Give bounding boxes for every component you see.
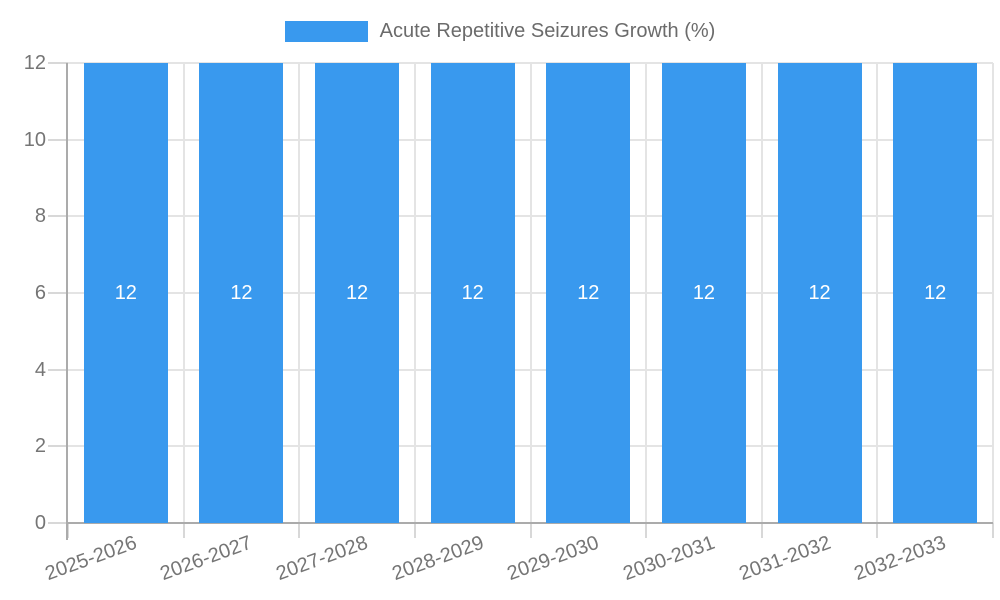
- bar-value-label: 12: [345, 282, 369, 304]
- v-gridline: [645, 63, 648, 523]
- bar: [777, 63, 862, 523]
- bar: [661, 63, 746, 523]
- y-tick: [48, 62, 68, 64]
- bar-value-label: 12: [114, 282, 137, 304]
- y-tick: [48, 215, 68, 218]
- legend-color-swatch: [284, 20, 368, 42]
- v-gridline: [182, 63, 185, 523]
- bar-value-label: 12: [808, 282, 831, 304]
- legend-label: Acute Repetitive Seizures Growth (%): [379, 20, 716, 42]
- x-tick: [413, 523, 416, 538]
- y-tick: [48, 138, 68, 141]
- bar-value-label: 12: [230, 282, 253, 304]
- v-gridline: [760, 63, 763, 523]
- v-gridline: [876, 63, 879, 523]
- x-tick: [760, 523, 763, 538]
- y-tick-label: 6: [34, 282, 46, 304]
- y-tick-label: 10: [23, 128, 46, 151]
- x-axis-line: [66, 522, 993, 524]
- y-tick-label: 4: [34, 358, 46, 381]
- chart-legend: Acute Repetitive Seizures Growth (%): [0, 18, 1000, 44]
- v-gridline: [992, 63, 994, 523]
- y-tick: [48, 522, 68, 524]
- v-gridline: [413, 63, 416, 523]
- bar: [199, 63, 284, 523]
- x-tick: [529, 523, 532, 538]
- bar: [893, 63, 978, 523]
- x-tick: [876, 523, 879, 538]
- y-tick: [48, 368, 68, 371]
- y-tick-label: 12: [23, 52, 46, 74]
- y-tick: [48, 292, 68, 294]
- bar-value-label: 12: [577, 282, 600, 304]
- x-tick: [645, 523, 648, 538]
- y-tick-label: 0: [34, 512, 46, 534]
- x-tick: [992, 523, 994, 538]
- bar: [546, 63, 631, 523]
- bar: [83, 63, 168, 523]
- bar: [315, 63, 400, 523]
- v-gridline: [298, 63, 301, 523]
- v-gridline: [529, 63, 532, 523]
- y-axis-line: [66, 63, 68, 540]
- x-tick: [182, 523, 185, 538]
- x-tick: [67, 523, 69, 538]
- y-tick-label: 2: [34, 435, 46, 458]
- y-tick-label: 8: [34, 205, 46, 228]
- x-tick: [298, 523, 301, 538]
- bar-value-label: 12: [692, 282, 716, 304]
- y-tick: [48, 445, 68, 448]
- bar-value-label: 12: [461, 282, 484, 304]
- bar: [430, 63, 515, 523]
- bar-value-label: 12: [924, 282, 947, 304]
